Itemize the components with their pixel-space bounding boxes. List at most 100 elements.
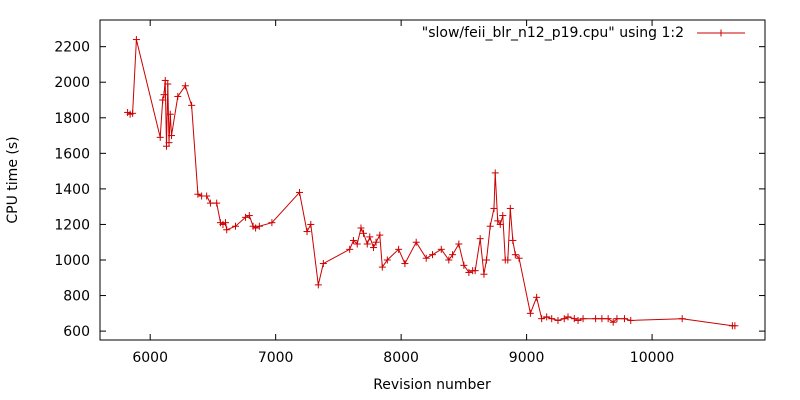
- data-point: [554, 316, 562, 324]
- data-point: [255, 222, 263, 230]
- data-point: [303, 228, 311, 236]
- data-point: [156, 133, 164, 141]
- data-point: [604, 315, 612, 323]
- data-point: [620, 315, 628, 323]
- series-markers: [124, 36, 739, 330]
- data-point: [429, 251, 436, 259]
- x-tick-label: 7000: [258, 350, 294, 366]
- data-point: [206, 199, 214, 207]
- plot-frame: [99, 19, 766, 341]
- y-tick-label: 1200: [54, 217, 90, 233]
- data-point: [366, 233, 374, 241]
- data-point: [353, 240, 361, 248]
- data-point: [314, 281, 322, 289]
- data-point: [533, 293, 541, 301]
- data-point: [296, 188, 303, 196]
- data-point: [221, 219, 229, 227]
- data-point: [132, 36, 140, 44]
- data-point: [482, 256, 490, 264]
- data-point: [160, 91, 168, 99]
- data-point: [538, 315, 546, 323]
- data-point: [731, 322, 739, 330]
- data-point: [181, 82, 189, 90]
- data-point: [480, 270, 488, 278]
- data-point: [445, 256, 453, 264]
- data-point: [494, 217, 502, 225]
- data-point: [395, 245, 403, 253]
- data-point: [159, 96, 167, 104]
- data-point: [455, 240, 463, 248]
- y-axis-label: CPU time (s): [5, 136, 21, 223]
- data-point: [471, 267, 479, 275]
- series-line: [127, 39, 735, 327]
- data-point: [372, 238, 380, 246]
- data-point: [509, 236, 517, 244]
- data-point: [232, 222, 240, 230]
- series-layer: [124, 36, 739, 330]
- data-point: [564, 313, 572, 321]
- data-point: [346, 245, 354, 253]
- data-point: [592, 315, 600, 323]
- y-tick-label: 800: [63, 289, 90, 305]
- legend: "slow/feii_blr_n12_p19.cpu" using 1:2: [422, 25, 745, 41]
- y-tick-label: 600: [63, 324, 90, 340]
- data-point: [164, 80, 172, 88]
- data-point: [515, 254, 523, 262]
- data-point: [526, 309, 534, 317]
- data-point: [268, 219, 276, 227]
- data-point: [609, 318, 617, 326]
- data-point: [506, 204, 514, 212]
- data-point: [570, 315, 578, 323]
- data-point: [223, 226, 231, 234]
- data-point: [449, 251, 457, 259]
- data-point: [188, 101, 196, 109]
- data-point: [613, 315, 621, 323]
- data-point: [598, 315, 606, 323]
- y-tick-label: 1400: [54, 182, 90, 198]
- x-tick-label: 8000: [383, 350, 419, 366]
- x-tick-label: 10000: [630, 350, 675, 366]
- data-point: [319, 260, 327, 268]
- data-point: [490, 204, 498, 212]
- data-point: [383, 256, 391, 264]
- data-point: [349, 236, 357, 244]
- legend-label: "slow/feii_blr_n12_p19.cpu" using 1:2: [422, 25, 684, 41]
- data-point: [163, 142, 170, 150]
- data-point: [627, 316, 635, 324]
- data-point: [511, 251, 519, 259]
- data-point: [378, 263, 386, 271]
- data-point: [194, 190, 202, 198]
- data-point: [460, 261, 468, 269]
- data-point: [213, 199, 221, 207]
- data-point: [496, 220, 504, 228]
- data-point: [574, 316, 582, 324]
- data-point: [242, 213, 250, 221]
- data-point: [717, 29, 725, 37]
- data-point: [560, 315, 568, 323]
- data-point: [465, 268, 473, 276]
- x-tick-label: 6000: [132, 350, 168, 366]
- data-point: [491, 169, 499, 177]
- data-point: [422, 254, 430, 262]
- data-point: [370, 244, 378, 252]
- y-tick-label: 1600: [54, 146, 90, 162]
- legend-marker: [717, 29, 725, 37]
- data-point: [579, 315, 587, 323]
- data-point: [252, 224, 260, 232]
- data-point: [203, 192, 211, 200]
- data-point: [543, 313, 551, 321]
- data-point: [548, 315, 556, 323]
- x-tick-label: 9000: [509, 350, 545, 366]
- data-point: [437, 245, 445, 253]
- data-point: [363, 240, 371, 248]
- data-point: [165, 139, 173, 147]
- data-point: [486, 222, 494, 230]
- data-point: [376, 231, 384, 239]
- data-point: [245, 212, 253, 220]
- y-tick-label: 2000: [54, 75, 90, 91]
- data-point: [174, 92, 182, 100]
- axis-tick-labels: 6000 7000 8000 9000 10000 600 800 1000 1200 1400 1…: [54, 40, 674, 366]
- data-point: [359, 229, 367, 237]
- data-point: [504, 256, 512, 264]
